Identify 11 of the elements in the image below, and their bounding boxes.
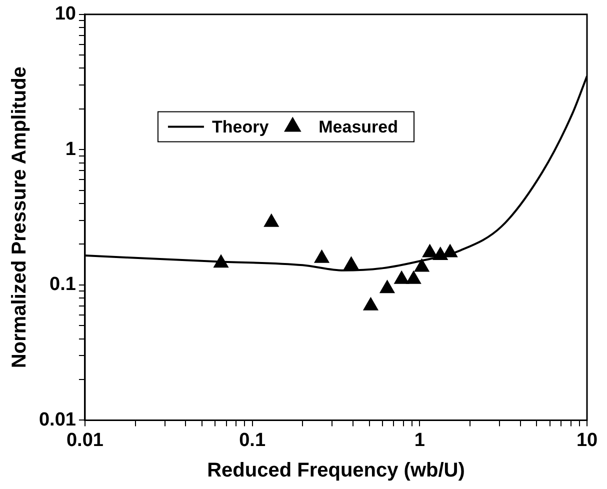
x-tick-label: 0.1 — [239, 430, 266, 451]
y-axis-title: Normalized Pressure Amplitude — [8, 66, 31, 368]
legend-label: Theory — [212, 117, 270, 136]
x-tick-label: 10 — [576, 430, 598, 451]
y-tick-label: 0.1 — [50, 274, 76, 296]
y-tick-label: 0.01 — [38, 409, 76, 430]
y-tick-label: 1 — [65, 138, 76, 160]
x-tick-label: 1 — [414, 430, 426, 451]
legend-label: Measured — [318, 117, 398, 136]
y-tick-label: 10 — [54, 4, 76, 25]
x-axis-title: Reduced Frequency (wb/U) — [207, 460, 465, 482]
